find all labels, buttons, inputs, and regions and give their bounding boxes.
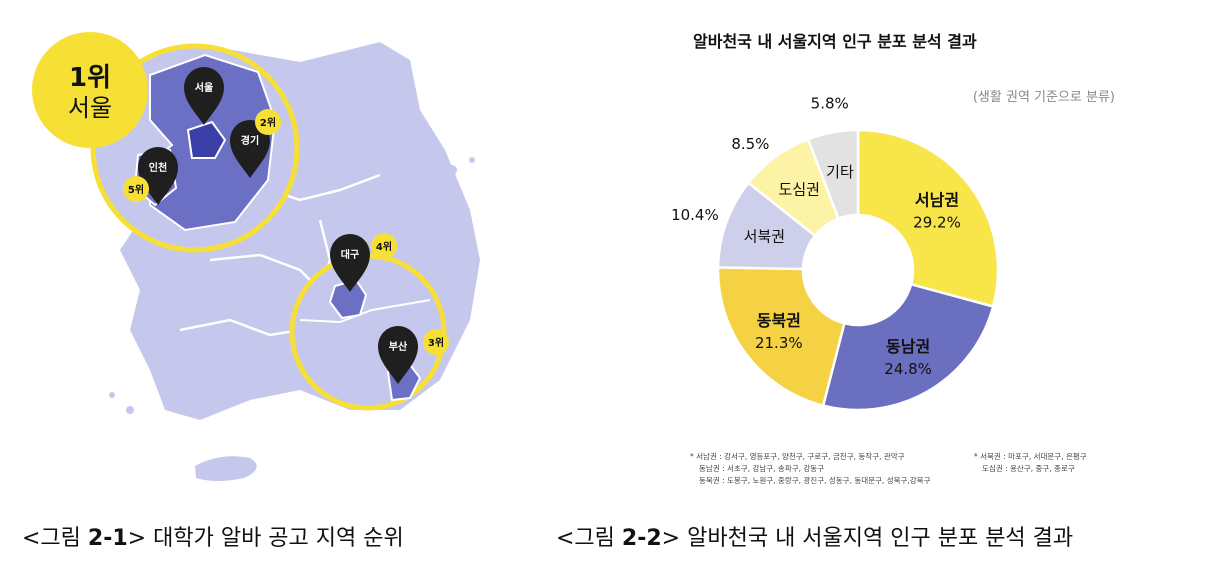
slice-value-label: 8.5% [731, 135, 769, 153]
pin-city-label: 서울 [195, 81, 213, 94]
caption-suffix: > [661, 526, 688, 551]
note-line: 도심권 : 용산구, 중구, 종로구 [982, 464, 1075, 473]
pin-city-label: 부산 [389, 340, 408, 353]
rank-badge-label: 5위 [128, 183, 144, 196]
rank-badge-label: 4위 [376, 240, 392, 253]
slice-value-label: 29.2% [913, 214, 961, 232]
map-pin-icon [330, 234, 370, 292]
rank-badge [371, 233, 397, 259]
donut-slice [806, 128, 860, 221]
slice-category-label: 기타 [826, 163, 854, 181]
rank-1-city: 서울 [68, 94, 112, 122]
pin-city-label: 대구 [341, 248, 359, 261]
slice-category-label: 서북권 [744, 227, 785, 245]
chart-subtitle: (생활 권역 기준으로 분류) [973, 90, 1115, 105]
slice-value-label: 10.4% [671, 206, 719, 224]
daegu-busan-borders [299, 299, 431, 324]
slice-category-label: 서남권 [915, 191, 959, 210]
islands [109, 157, 475, 414]
pin-city-label: 인천 [149, 161, 167, 174]
daegu-busan-zoom-circle [289, 253, 447, 411]
caption-prefix: <그림 [556, 526, 622, 551]
slice-value-label: 5.8% [811, 95, 849, 113]
figure-caption-left: <그림 2-1> 대학가 알바 공고 지역 순위 [22, 520, 404, 552]
donut-slice [821, 282, 995, 412]
rank-1-label: 1위 [69, 63, 111, 93]
seoul-region [186, 120, 227, 159]
donut-chart-figure: 알바천국 내 서울지역 인구 분포 분석 결과 (생활 권역 기준으로 분류) … [610, 0, 1218, 500]
rank-badge [123, 176, 149, 202]
slice-value-label: 21.3% [755, 334, 803, 352]
korea-map-figure: 1위 서울 서울 경기 2위 인천 5위 대구 4위 부산 3위 [32, 32, 480, 481]
donut-chart: 알바천국 내 서울지역 인구 분포 분석 결과 (생활 권역 기준으로 분류) … [671, 32, 1115, 412]
map-pin-icon [378, 326, 418, 384]
pin-daegu: 대구 4위 [330, 233, 397, 292]
donut-slice-labels: 서남권 29.2% 동남권 24.8% 동북권 21.3% 서북권 10.4% 도심권 8.5% 기… [671, 95, 961, 378]
donut-slices [716, 128, 1000, 412]
slice-category-label: 동남권 [886, 337, 930, 356]
figure-caption-right: <그림 2-2> 알바천국 내 서울지역 인구 분포 분석 결과 [556, 520, 1073, 552]
pin-city-label: 경기 [241, 134, 259, 147]
pin-busan: 부산 3위 [378, 326, 449, 384]
rank-badge-label: 3위 [428, 336, 444, 349]
slice-value-label: 24.8% [884, 360, 932, 378]
pin-incheon: 인천 5위 [123, 147, 178, 205]
slice-category-label: 동북권 [757, 311, 801, 330]
rank-badge [423, 329, 449, 355]
donut-slice [716, 266, 846, 408]
note-line: * 서남권 : 강서구, 영등포구, 양천구, 구로구, 금천구, 동작구, 관… [690, 452, 905, 461]
caption-number: 2-2 [621, 526, 662, 551]
caption-suffix: > [127, 526, 154, 551]
note-line: 동북권 : 도봉구, 노원구, 중랑구, 광진구, 성동구, 동대문구, 성북구… [699, 476, 931, 485]
caption-text: 알바천국 내 서울지역 인구 분포 분석 결과 [687, 526, 1074, 551]
rank-badge [255, 109, 281, 135]
pin-seoul: 서울 [184, 67, 224, 125]
caption-text: 대학가 알바 공고 지역 순위 [153, 526, 404, 551]
rank-badge-label: 2위 [260, 116, 276, 129]
chart-title: 알바천국 내 서울지역 인구 분포 분석 결과 [693, 32, 977, 51]
rank-1-badge [32, 32, 148, 148]
caption-number: 2-1 [87, 526, 128, 551]
note-line: * 서북권 : 마포구, 서대문구, 은평구 [974, 452, 1087, 461]
map-pin-icon [230, 120, 270, 178]
map-pin-icon [184, 67, 224, 125]
caption-prefix: <그림 [22, 526, 88, 551]
donut-slice [856, 128, 1000, 309]
slice-category-label: 도심권 [779, 181, 820, 199]
jeju-island [195, 456, 257, 481]
pin-gyeonggi: 경기 2위 [230, 109, 281, 178]
note-line: 동남권 : 서초구, 강남구, 송파구, 강동구 [699, 464, 825, 473]
